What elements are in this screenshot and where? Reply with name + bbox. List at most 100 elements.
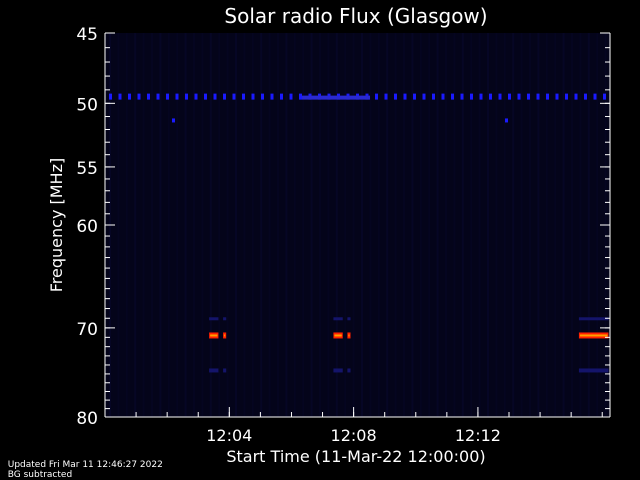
interference-dot xyxy=(213,93,217,100)
footer-note: BG subtracted xyxy=(7,470,73,480)
x-tick-label: 12:12 xyxy=(455,426,501,445)
noise-stripe xyxy=(369,33,372,417)
noise-stripe xyxy=(243,33,246,417)
noise-stripe xyxy=(167,33,170,417)
interference-dot xyxy=(470,93,473,100)
interference-dot xyxy=(147,93,150,100)
noise-stripe xyxy=(226,33,229,417)
interference-dot xyxy=(166,93,169,100)
emission-harmonic xyxy=(347,368,351,373)
spectrogram-plot-area xyxy=(109,93,609,373)
emission-harmonic xyxy=(209,368,219,373)
x-tick-label: 12:04 xyxy=(206,426,252,445)
interference-dot xyxy=(546,93,549,100)
noise-stripe xyxy=(319,33,321,417)
noise-stripe xyxy=(571,33,573,417)
interference-dot xyxy=(527,93,530,100)
noise-stripe xyxy=(235,33,237,417)
noise-stripe xyxy=(151,33,153,417)
noise-stripe xyxy=(176,33,179,417)
emission-harmonic xyxy=(333,368,343,373)
noise-stripe xyxy=(520,33,523,417)
interference-dot xyxy=(413,93,416,100)
interference-dot xyxy=(574,93,578,100)
emission-harmonic xyxy=(209,317,219,321)
y-tick-label: 70 xyxy=(76,320,98,340)
noise-stripe xyxy=(352,33,355,417)
noise-stripe xyxy=(579,33,582,417)
noise-stripe xyxy=(251,33,254,417)
noise-stripe xyxy=(411,33,414,417)
noise-stripe xyxy=(260,33,263,417)
emission-harmonic xyxy=(578,317,609,321)
interference-dot xyxy=(403,93,407,100)
noise-stripe xyxy=(335,33,338,417)
interference-dot xyxy=(109,93,112,100)
interference-dot xyxy=(508,93,511,100)
noise-stripe xyxy=(545,33,548,417)
noise-stripe xyxy=(587,33,590,417)
emission-harmonic xyxy=(347,317,351,321)
emission-burst-core xyxy=(348,334,350,337)
noise-stripe xyxy=(386,33,389,417)
interference-dot xyxy=(118,93,122,100)
chart-title: Solar radio Flux (Glasgow) xyxy=(224,4,487,28)
interference-dot xyxy=(175,93,179,100)
interference-dot xyxy=(432,93,435,100)
noise-stripe xyxy=(209,33,212,417)
noise-stripe xyxy=(285,33,288,417)
interference-dot xyxy=(441,93,445,100)
interference-dot xyxy=(422,93,426,100)
noise-stripe xyxy=(562,33,565,417)
noise-stripe xyxy=(529,33,531,417)
y-tick-label: 45 xyxy=(76,25,98,45)
noise-stripe xyxy=(403,33,405,417)
interference-dot xyxy=(451,93,454,100)
interference-dot xyxy=(204,93,207,100)
footer-status: Updated Fri Mar 11 12:46:27 2022 BG subt… xyxy=(2,450,173,480)
noise-stripe xyxy=(184,33,187,417)
noise-stripe xyxy=(268,33,271,417)
weak-emission-dot xyxy=(505,118,508,123)
y-tick-label: 55 xyxy=(76,159,98,179)
interference-dot xyxy=(593,93,597,100)
emission-harmonic xyxy=(333,317,343,321)
interference-dot xyxy=(479,93,483,100)
noise-stripe xyxy=(453,33,456,417)
noise-stripe xyxy=(495,33,498,417)
noise-stripe xyxy=(436,33,439,417)
noise-stripe xyxy=(445,33,447,417)
interference-dot xyxy=(156,93,160,100)
noise-stripe xyxy=(377,33,380,417)
noise-stripe xyxy=(487,33,489,417)
noise-stripe xyxy=(470,33,473,417)
emission-harmonic xyxy=(578,368,609,373)
x-tick-label: 12:08 xyxy=(331,426,377,445)
noise-stripe xyxy=(344,33,347,417)
noise-stripe xyxy=(117,33,120,417)
interference-segment xyxy=(302,95,370,100)
interference-dot xyxy=(137,93,141,100)
noise-stripe xyxy=(125,33,128,417)
footer-updated: Updated Fri Mar 11 12:46:27 2022 xyxy=(7,460,163,470)
y-tick-label: 60 xyxy=(76,217,98,237)
interference-dot xyxy=(251,93,255,100)
noise-stripe xyxy=(327,33,330,417)
noise-stripe xyxy=(201,33,204,417)
y-axis-label: Frequency [MHz] xyxy=(47,158,66,292)
interference-dot xyxy=(584,93,587,100)
emission-burst-core xyxy=(224,334,226,337)
emission-harmonic xyxy=(223,368,227,373)
emission-harmonic xyxy=(223,317,227,321)
x-axis-label: Start Time (11-Mar-22 12:00:00) xyxy=(226,447,485,466)
noise-stripe xyxy=(302,33,305,417)
noise-stripe xyxy=(310,33,313,417)
interference-dot xyxy=(536,93,540,100)
interference-dot xyxy=(242,93,245,100)
interference-dot xyxy=(280,93,283,100)
noise-stripe xyxy=(461,33,464,417)
plot-background xyxy=(105,33,610,417)
noise-stripe xyxy=(554,33,557,417)
emission-burst-core xyxy=(334,334,342,337)
noise-stripe xyxy=(159,33,162,417)
